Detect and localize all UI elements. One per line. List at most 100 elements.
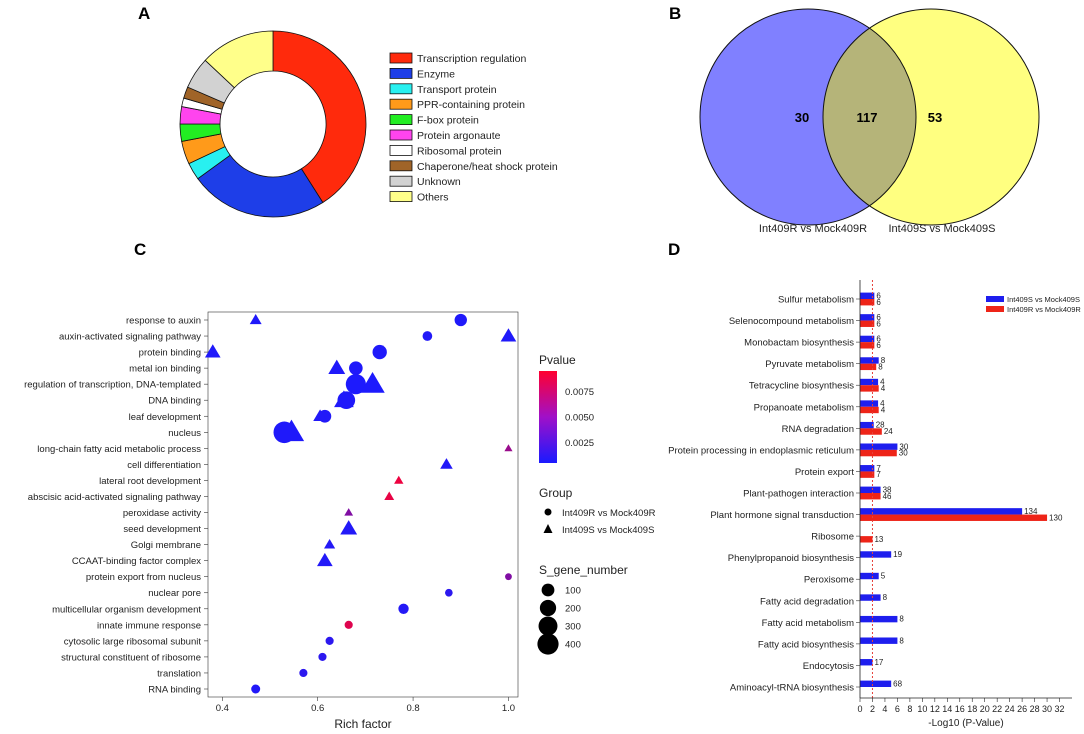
series-legend-swatch — [986, 296, 1004, 302]
panel-letter-b: B — [669, 4, 681, 23]
x-tick-label: 14 — [942, 704, 952, 714]
x-tick-label: 32 — [1055, 704, 1065, 714]
colorbar-tick-label: 0.0050 — [565, 413, 594, 424]
venn-diagram: 30 117 53 Int409R vs Mock409R Int409S vs Moc… — [699, 8, 1040, 235]
data-point-triangle — [324, 539, 336, 549]
bar-value-label: 8 — [899, 636, 904, 645]
x-tick-label: 0.4 — [216, 703, 229, 714]
bar — [860, 400, 879, 407]
series-legend-label: Int409S vs Mock409S — [1007, 295, 1080, 304]
category-label: Fatty acid degradation — [760, 596, 854, 607]
term-label: protein export from nucleus — [86, 572, 201, 583]
term-label: response to auxin — [126, 316, 201, 327]
bar — [860, 551, 892, 558]
data-point-circle — [325, 636, 334, 645]
size-legend-label: 200 — [565, 604, 581, 615]
bar — [860, 314, 875, 321]
bar — [860, 385, 879, 392]
bar-value-label: 6 — [876, 291, 881, 300]
term-label: RNA binding — [148, 685, 201, 696]
bar-value-label: 46 — [883, 492, 892, 501]
group-legend-label: Int409R vs Mock409R — [562, 508, 656, 519]
bar-value-label: 6 — [876, 319, 881, 328]
legend-label: Unknown — [417, 176, 461, 188]
bar-value-label: 6 — [876, 298, 881, 307]
category-label: Plant-pathogen interaction — [743, 489, 854, 500]
legend-swatch — [389, 114, 413, 125]
category-label: Fatty acid metabolism — [762, 618, 854, 629]
data-point-triangle — [500, 328, 517, 342]
bar-value-label: 7 — [876, 464, 881, 473]
term-label: regulation of transcription, DNA-templat… — [24, 380, 201, 391]
bar — [860, 514, 1048, 521]
venn-count-left: 30 — [795, 110, 809, 125]
term-label: nuclear pore — [148, 588, 201, 599]
legend-swatch — [389, 175, 413, 187]
data-point-triangle — [249, 314, 262, 325]
size-legend-label: 300 — [565, 622, 581, 633]
x-tick-label: 18 — [967, 704, 977, 714]
x-tick-label: 22 — [992, 704, 1002, 714]
bar — [860, 363, 877, 371]
data-point-triangle — [394, 475, 404, 484]
bar — [860, 449, 897, 457]
pvalue-legend-title: Pvalue — [539, 353, 576, 367]
legend-swatch — [389, 98, 413, 110]
x-tick-label: 0 — [857, 704, 862, 714]
x-tick-label: 4 — [882, 704, 887, 714]
category-label: Protein processing in endoplasmic reticu… — [668, 445, 854, 456]
legend-label: Others — [417, 192, 449, 204]
category-label: Peroxisome — [804, 575, 854, 586]
legend-label: Enzyme — [417, 68, 455, 80]
bar — [860, 320, 875, 327]
bar — [860, 659, 873, 666]
data-point-triangle — [504, 444, 513, 452]
x-tick-label: 6 — [895, 704, 900, 714]
legend-swatch — [389, 83, 413, 95]
size-legend-dot — [538, 616, 558, 636]
size-legend-dot — [541, 583, 555, 597]
category-label: Selenocompound metabolism — [729, 316, 854, 327]
legend-label: Ribosomal protein — [417, 145, 502, 157]
bar — [860, 471, 875, 478]
data-point-circle — [345, 374, 366, 395]
data-point-circle — [445, 588, 453, 597]
legend-label: F-box protein — [417, 115, 479, 127]
category-label: Endocytosis — [803, 661, 854, 672]
x-tick-label: 16 — [955, 704, 965, 714]
venn-overlap — [823, 28, 916, 206]
bar-value-label: 4 — [880, 378, 885, 387]
data-point-triangle — [313, 409, 327, 422]
bar — [860, 292, 875, 299]
term-label: DNA binding — [148, 396, 201, 407]
bar — [860, 421, 874, 429]
group-legend-label: Int409S vs Mock409S — [562, 525, 654, 536]
data-point-circle — [422, 331, 433, 341]
term-label: Golgi membrane — [131, 540, 201, 551]
bar-value-label: 13 — [874, 535, 883, 544]
bar — [860, 493, 881, 500]
legend-swatch — [389, 144, 413, 156]
panel-letter-d: D — [668, 240, 680, 259]
bar — [860, 594, 881, 601]
bar — [860, 299, 875, 306]
bar — [860, 572, 879, 580]
panel-letter-c: C — [134, 240, 146, 259]
term-label: cell differentiation — [127, 460, 201, 471]
venn-outline-right — [822, 8, 1040, 226]
term-label: peroxidase activity — [123, 508, 201, 519]
data-point-circle — [318, 652, 327, 661]
size-legend-dot — [539, 599, 557, 617]
bar-value-label: 19 — [893, 550, 902, 559]
bar-value-label: 30 — [899, 449, 908, 458]
category-label: Phenylpropanoid biosynthesis — [728, 553, 854, 564]
bar-value-label: 30 — [899, 442, 908, 451]
x-tick-label: 0.8 — [406, 703, 419, 714]
category-label: RNA degradation — [782, 424, 854, 435]
bar-value-label: 28 — [876, 421, 885, 430]
category-label: Sulfur metabolism — [778, 295, 854, 306]
size-legend-dot — [537, 633, 559, 655]
term-label: translation — [157, 668, 201, 679]
x-tick-label: 24 — [1005, 704, 1015, 714]
data-point-circle — [372, 344, 387, 360]
